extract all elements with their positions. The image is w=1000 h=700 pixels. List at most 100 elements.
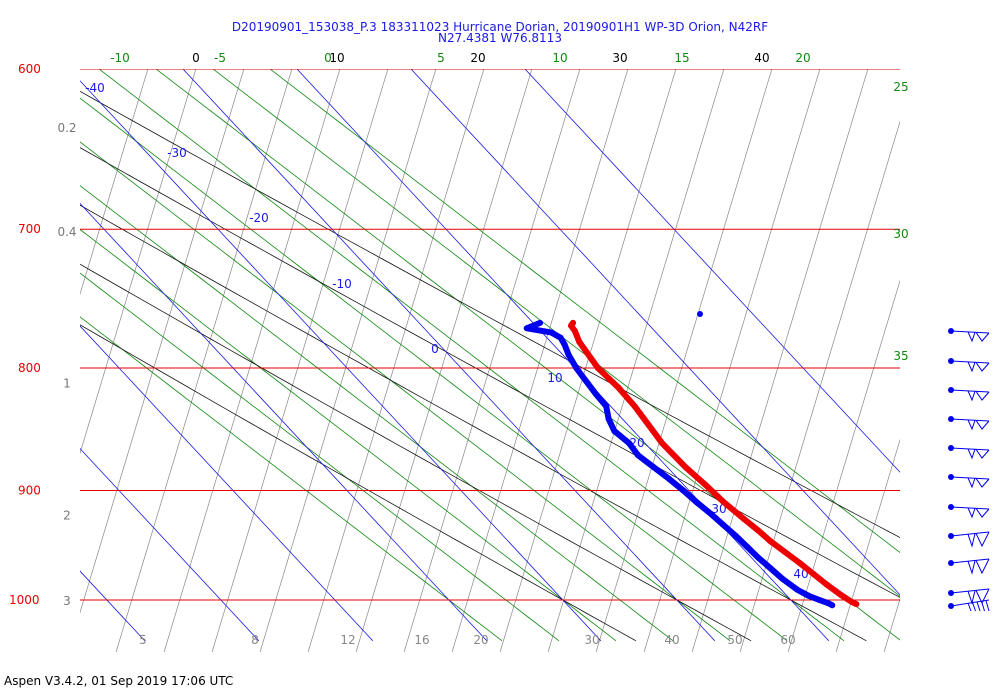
dewpoint-point <box>794 586 801 593</box>
isotherm <box>410 69 900 596</box>
wind-barb <box>948 504 990 519</box>
mixing-ratio-line <box>80 69 197 455</box>
moist-adiabat-label: 0 <box>324 51 332 65</box>
secondary-axis-label: 0.4 <box>57 225 76 239</box>
pressure-tick-label: 600 <box>18 62 41 76</box>
mixing-ratio-label: 8 <box>251 633 259 647</box>
mixing-ratio-line <box>643 69 821 652</box>
isotherm-label: -10 <box>332 277 352 291</box>
dewpoint-point <box>744 543 750 550</box>
dewpoint-point <box>635 452 641 459</box>
temperature-point <box>682 464 689 471</box>
dry-adiabat-label: 30 <box>612 51 627 65</box>
wind-barb <box>948 474 990 489</box>
chart-title-line-2: N27.4381 W76.8113 <box>438 31 562 45</box>
temperature-point <box>720 499 727 505</box>
mixing-ratio-line <box>883 597 900 652</box>
dewpoint-point <box>732 532 739 539</box>
isotherm <box>182 69 716 642</box>
wind-barb <box>948 358 990 373</box>
dewpoint-point <box>693 499 700 505</box>
temperature-point <box>594 365 601 371</box>
mixing-ratio-line <box>920 0 1000 692</box>
axis-labels: 60070080090010000.20.4123-40-30-20-10010… <box>9 51 909 647</box>
isotherm <box>80 202 488 642</box>
temperature-point <box>823 581 830 588</box>
temperature-point <box>837 591 844 598</box>
temperature-point <box>782 549 789 556</box>
dry-adiabat-label: 40 <box>754 51 769 65</box>
dewpoint-point <box>565 352 572 358</box>
mixing-ratio-line <box>80 69 149 296</box>
mixing-ratio-line <box>307 69 485 652</box>
dewpoint-point <box>755 554 762 561</box>
sounding-traces <box>523 311 860 609</box>
wind-barb <box>948 445 990 460</box>
mixing-ratio-line <box>115 69 293 652</box>
moist-adiabat-label: 20 <box>795 51 810 65</box>
temperature-point <box>853 601 860 608</box>
mixing-ratio-line <box>787 279 900 652</box>
dewpoint-point <box>767 565 774 572</box>
dewpoint-point <box>605 415 612 422</box>
pressure-tick-label: 700 <box>18 222 41 236</box>
moist-adiabat-label: 35 <box>893 349 908 363</box>
temperature-point <box>631 403 638 410</box>
isotherm <box>524 69 900 473</box>
mixing-ratio-line <box>595 69 773 652</box>
secondary-axis-label: 0.2 <box>57 121 76 135</box>
moist-adiabat-label: -5 <box>214 51 226 65</box>
mixing-ratio-line <box>968 0 1000 692</box>
mixing-ratio-label: 50 <box>727 633 742 647</box>
moist-adiabat-label: 10 <box>552 51 567 65</box>
dewpoint-point <box>548 329 555 336</box>
temperature-point <box>702 481 709 488</box>
pressure-tick-label: 1000 <box>9 593 40 607</box>
moist-adiabat <box>80 272 560 642</box>
mixing-ratio-line <box>547 69 725 652</box>
moist-adiabat-label: -10 <box>110 51 130 65</box>
mixing-ratio-label: 40 <box>664 633 679 647</box>
mixing-ratio-label: 16 <box>414 633 429 647</box>
dry-adiabat-label: 0 <box>192 51 200 65</box>
dry-adiabat <box>80 90 900 539</box>
moist-adiabat <box>80 141 731 642</box>
mixing-ratio-label: 12 <box>340 633 355 647</box>
temperature-point <box>576 338 583 345</box>
temperature-point <box>741 516 747 522</box>
dewpoint-point <box>680 487 687 494</box>
moist-adiabat <box>98 69 845 642</box>
mixing-ratio-line <box>355 69 533 652</box>
isotherm-label: 30 <box>711 502 726 516</box>
mixing-ratio-line <box>163 69 341 652</box>
mixing-ratio-line <box>403 69 581 652</box>
dewpoint-point <box>561 341 568 348</box>
dewpoint-point <box>720 521 726 528</box>
dewpoint-point <box>816 597 823 603</box>
moist-adiabat-label: 5 <box>437 51 445 65</box>
mixing-ratio-label: 60 <box>780 633 795 647</box>
dewpoint-point <box>603 403 610 410</box>
isotherm-label: -30 <box>167 146 187 160</box>
dewpoint-point <box>523 325 530 332</box>
mixing-ratio-line <box>499 69 677 652</box>
dewpoint-point <box>650 464 657 471</box>
dewpoint-point <box>707 510 714 517</box>
dewpoint-point <box>557 334 564 341</box>
dry-adiabat <box>80 263 752 642</box>
mixing-ratio-line <box>211 69 389 652</box>
chart-title-line-1: D20190901_153038_P.3 183311023 Hurricane… <box>231 20 769 34</box>
mixing-ratio-label: 20 <box>473 633 488 647</box>
dewpoint-point <box>829 602 836 609</box>
secondary-axis-label: 2 <box>63 509 71 523</box>
temperature-point <box>571 328 578 334</box>
dewpoint-point <box>666 475 673 482</box>
temperature-point <box>587 354 594 361</box>
temperature-point <box>767 538 774 545</box>
pressure-tick-label: 800 <box>18 361 41 375</box>
dewpoint-point <box>583 378 589 384</box>
isotherm <box>80 80 602 642</box>
wind-barb <box>948 531 990 548</box>
isotherm <box>80 447 260 642</box>
